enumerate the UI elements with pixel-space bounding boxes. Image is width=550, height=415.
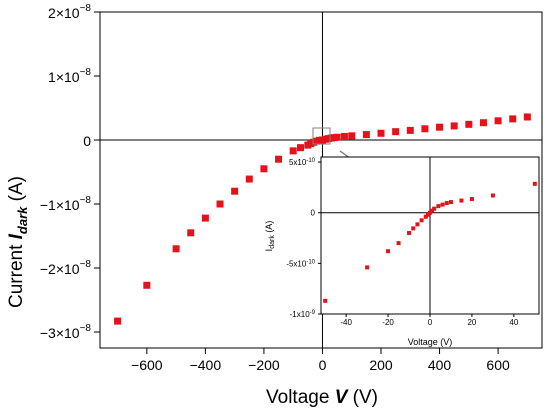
main-data-point [216, 200, 224, 208]
inset-series [323, 181, 537, 303]
main-data-point [201, 214, 209, 222]
inset-y-tick-label: 0 [311, 209, 316, 218]
inset-data-point [428, 210, 432, 215]
inset-data-point [459, 198, 464, 203]
main-y-tick-label-base: 1×10 [48, 69, 80, 85]
main-data-point [340, 132, 348, 140]
main-data-point [172, 245, 180, 253]
main-data-point [297, 144, 305, 152]
main-data-point [377, 129, 385, 137]
main-y-tick-label-base: 2×10 [48, 5, 80, 21]
inset-data-point [532, 181, 537, 186]
inset-data-point [444, 201, 449, 206]
main-data-point [421, 125, 429, 133]
inset-x-axis-title: Voltage (V) [408, 337, 453, 347]
main-series [114, 113, 531, 325]
main-y-tick-label-exponent: −8 [80, 259, 92, 270]
inset-x-tick-label: 0 [428, 318, 433, 327]
inset-data-point [323, 298, 328, 303]
inset-x-tick-label: 40 [509, 318, 518, 327]
main-data-point [231, 187, 239, 195]
main-data-point [333, 133, 341, 141]
inset-y-tick-label-exponent: -9 [310, 310, 316, 316]
main-data-point [348, 132, 356, 140]
main-data-point [509, 115, 517, 123]
inset-data-point [432, 206, 437, 211]
main-x-tick-label: −200 [248, 357, 280, 373]
inset-y-tick-label-base: 5x10 [289, 158, 307, 167]
main-y-tick-label-base: 0 [83, 133, 91, 149]
main-y-tick-label: −3×10−8 [40, 323, 92, 341]
main-y-tick-label-base: −2×10 [40, 261, 80, 277]
main-data-point [245, 175, 253, 183]
inset-y-tick-label: -5x10-10 [286, 259, 315, 268]
main-y-tick-label: 0 [83, 133, 91, 149]
main-data-point [143, 281, 151, 289]
main-data-point [114, 317, 122, 325]
inset-data-point [396, 241, 401, 246]
inset-y-tick-label: -1x10-9 [290, 310, 316, 319]
inset-data-point [430, 208, 435, 213]
inset-y-tick-label: 5x10-10 [289, 158, 316, 167]
main-x-tick-label: −600 [131, 357, 163, 373]
inset-y-tick-label-base: -5x10 [286, 259, 307, 268]
main-y-tick-label-base: −1×10 [40, 197, 80, 213]
inset-x-tick-label: -20 [382, 318, 394, 327]
inset-data-point [440, 202, 445, 207]
inset-data-point [365, 265, 370, 270]
inset-data-point [411, 226, 416, 231]
inset-y-axis-title: Idark (A) [264, 221, 276, 252]
main-y-tick-label: −1×10−8 [40, 195, 92, 213]
inset-data-point [407, 230, 412, 235]
main-data-point [362, 131, 370, 139]
main-y-tick-label-exponent: −8 [80, 3, 92, 14]
main-x-tick-label: −400 [190, 357, 222, 373]
main-data-point [479, 119, 487, 127]
main-data-point [260, 165, 268, 173]
main-x-tick-label: 0 [319, 357, 327, 373]
zoom-region-box [312, 127, 331, 145]
inset-data-point [423, 214, 428, 219]
main-data-point [275, 155, 283, 163]
main-x-tick-label: 600 [486, 357, 510, 373]
main-y-tick-label-exponent: −8 [80, 323, 92, 334]
inset-data-point [436, 204, 441, 209]
inset-x-tick-label: -40 [340, 318, 352, 327]
main-data-point [406, 126, 414, 134]
x-axis-title: Voltage V (V) [266, 387, 378, 408]
main-x-tick-label: 400 [428, 357, 452, 373]
main-y-tick-label-exponent: −8 [80, 67, 92, 78]
inset-data-point [415, 222, 420, 227]
main-plot-frame [99, 11, 543, 349]
inset-data-point [448, 200, 453, 205]
main-data-point [465, 120, 473, 128]
main-y-tick-label: 1×10−8 [48, 67, 91, 85]
main-axes: −600 −400 −200 0 200 400 6002×10−81×10−80−1×10… [40, 3, 543, 373]
inset-data-point [419, 218, 424, 223]
y-axis-title: Current Idark (A) [6, 176, 30, 308]
inset-y-tick-label-exponent: -10 [306, 158, 315, 164]
main-data-point [450, 122, 458, 130]
inset-data-point [490, 193, 495, 198]
main-x-tick-label: 200 [369, 357, 393, 373]
inset-y-tick-label-base: 0 [311, 209, 316, 218]
main-data-point [523, 113, 531, 121]
main-data-point [392, 128, 400, 136]
inset-x-tick-label: 20 [467, 318, 476, 327]
main-y-tick-label-base: −3×10 [40, 325, 80, 341]
inset-data-point [386, 249, 391, 254]
main-y-tick-label-exponent: −8 [80, 195, 92, 206]
inset-y-tick-label-exponent: -10 [306, 259, 315, 265]
inset-data-point [469, 197, 474, 202]
main-y-tick-label: −2×10−8 [40, 259, 92, 277]
main-data-point [494, 117, 502, 125]
main-data-point [187, 229, 195, 237]
inset-data-point [425, 212, 430, 217]
main-data-point [289, 147, 297, 155]
main-data-point [436, 123, 444, 131]
main-y-tick-label: 2×10−8 [48, 3, 91, 21]
inset-y-tick-label-base: -1x10 [290, 310, 311, 319]
